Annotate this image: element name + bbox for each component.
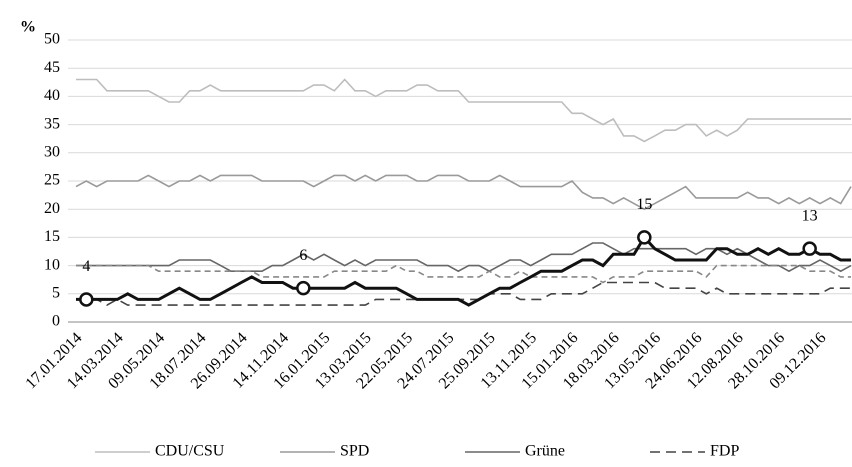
series-line <box>76 281 851 307</box>
y-axis-title: % <box>20 19 36 36</box>
y-tick-label: 15 <box>44 228 60 245</box>
y-tick-label: 40 <box>44 87 60 104</box>
series-line <box>76 78 851 143</box>
series-line <box>76 242 852 273</box>
y-tick-label: 35 <box>44 115 60 132</box>
series-line <box>76 264 851 284</box>
data-label: 15 <box>636 196 652 213</box>
legend-label: Grüne <box>525 443 565 460</box>
y-tick-label: 0 <box>52 313 60 330</box>
point-marker <box>802 241 817 256</box>
legend-label: SPD <box>340 443 369 460</box>
data-label: 4 <box>82 258 90 275</box>
y-tick-label: 5 <box>52 284 60 301</box>
y-tick-label: 10 <box>44 256 60 273</box>
y-tick-label: 25 <box>44 172 60 189</box>
series-line <box>75 174 852 211</box>
y-tick-label: 20 <box>44 200 60 217</box>
series-line <box>76 234 851 307</box>
point-marker <box>296 280 311 296</box>
point-marker <box>79 292 94 307</box>
legend-label: FDP <box>710 443 739 460</box>
point-marker <box>637 230 652 245</box>
y-tick-label: 50 <box>44 31 60 48</box>
y-tick-label: 30 <box>44 143 60 160</box>
y-tick-label: 45 <box>44 59 60 76</box>
data-label: 13 <box>802 207 818 224</box>
legend-label: CDU/CSU <box>155 443 225 460</box>
data-label: 6 <box>299 247 307 264</box>
